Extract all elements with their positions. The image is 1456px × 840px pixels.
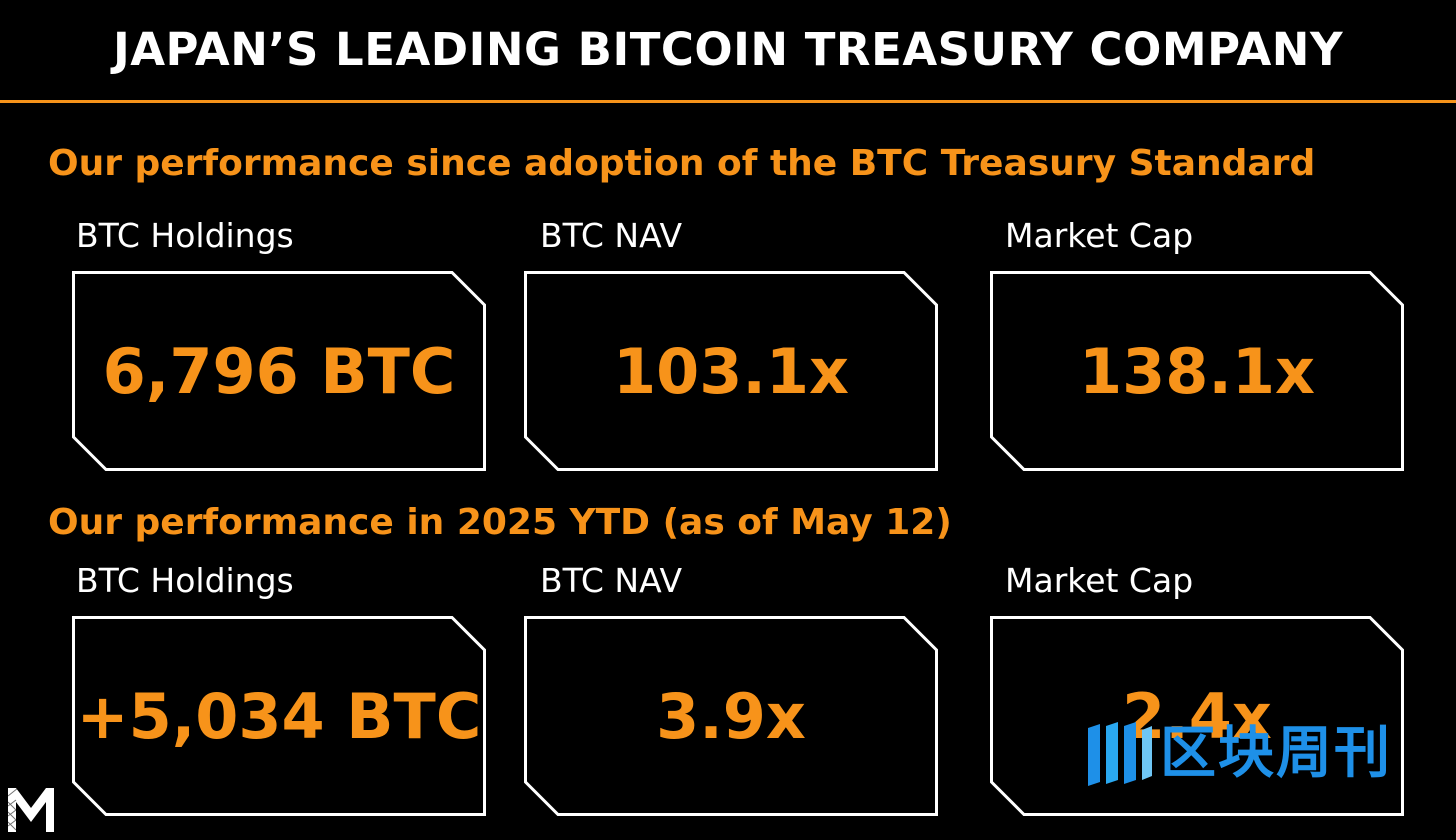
card-frame [990, 271, 1404, 471]
metric-value-btc-nav: 103.1x [612, 334, 850, 408]
card-frame [524, 271, 938, 471]
metric-value-market-cap: 138.1x [1078, 334, 1316, 408]
metric-value-btc-nav: 3.9x [656, 679, 806, 753]
metric-card-btc-nav: 3.9x [524, 616, 938, 816]
card-frame [72, 616, 486, 816]
blockweekly-logo-icon [1088, 722, 1152, 786]
watermark-text: 区块周刊 [1160, 721, 1392, 786]
section-heading-2025-ytd: Our performance in 2025 YTD (as of May 1… [48, 502, 952, 543]
metric-value-btc-holdings: +5,034 BTC [76, 679, 482, 753]
section-heading-since-adoption: Our performance since adoption of the BT… [48, 143, 1316, 184]
card-frame [524, 616, 938, 816]
metric-label-market-cap: Market Cap [1005, 561, 1194, 600]
metric-label-btc-nav: BTC NAV [540, 561, 683, 600]
metric-label-btc-nav: BTC NAV [540, 216, 683, 255]
watermark: 区块周刊 [1082, 718, 1432, 790]
m-logo-icon [7, 787, 54, 832]
metric-label-btc-holdings: BTC Holdings [76, 561, 294, 600]
metric-label-btc-holdings: BTC Holdings [76, 216, 294, 255]
metric-card-market-cap: 138.1x [990, 271, 1404, 471]
card-frame [990, 616, 1404, 816]
metric-value-btc-holdings: 6,796 BTC [102, 334, 456, 408]
page-title: JAPAN’S LEADING BITCOIN TREASURY COMPANY [112, 23, 1344, 76]
card-frame [72, 271, 486, 471]
metric-label-market-cap: Market Cap [1005, 216, 1194, 255]
title-divider [0, 100, 1456, 103]
metric-card-btc-nav: 103.1x [524, 271, 938, 471]
metric-card-btc-holdings: 6,796 BTC [72, 271, 486, 471]
metric-card-btc-holdings: +5,034 BTC [72, 616, 486, 816]
